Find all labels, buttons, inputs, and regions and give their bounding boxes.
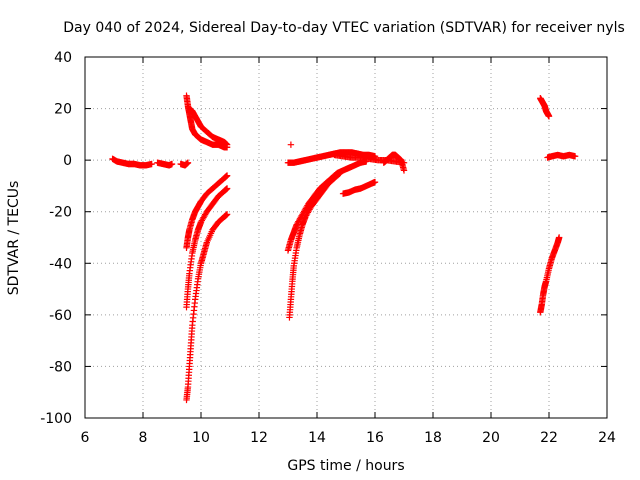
data-points: [109, 92, 579, 404]
chart-title: Day 040 of 2024, Sidereal Day-to-day VTE…: [63, 20, 625, 36]
x-tick-label: 8: [139, 430, 148, 446]
series-track-22h-near-zero: [544, 151, 579, 161]
series-track-16h-cluster: [380, 151, 408, 174]
series-track-9.5h-high-a: [183, 92, 231, 151]
y-tick-label: -80: [49, 359, 72, 375]
data-point: [287, 141, 295, 148]
x-tick-label: 22: [540, 430, 558, 446]
axis-ticks: 6 8 10 12 14 16 18 20 22 24 -100 -80 -60 -40 -20 0 20 40: [40, 50, 616, 446]
y-tick-label: -40: [49, 256, 72, 272]
x-tick-label: 16: [366, 430, 384, 446]
x-tick-label: 18: [424, 430, 442, 446]
data-point: [223, 185, 231, 192]
series-track-13h-outlier: [287, 141, 295, 148]
data-point: [223, 172, 231, 179]
data-point: [223, 211, 231, 218]
y-tick-label: -20: [49, 205, 72, 221]
x-tick-label: 12: [250, 430, 268, 446]
y-axis-label: SDTVAR / TECUs: [6, 181, 22, 296]
plot-frame: [84, 56, 608, 419]
y-tick-label: 20: [54, 102, 72, 118]
series-track-13h-mid: [284, 158, 370, 254]
data-point: [184, 159, 192, 166]
x-tick-label: 20: [482, 430, 500, 446]
series-track-21.7h-deep: [537, 234, 563, 316]
series-track-9.5h-high-b: [186, 105, 231, 148]
series-track-21.7h-high: [537, 95, 553, 120]
x-tick-label: 24: [598, 430, 616, 446]
grid-lines: [85, 57, 607, 418]
data-point: [223, 141, 231, 148]
data-point: [400, 167, 408, 174]
series-track-15h-lower: [339, 178, 379, 197]
series-track-9.5h-deep: [183, 211, 231, 404]
data-point: [371, 178, 379, 186]
series-track-9.5h-shallow: [183, 172, 231, 252]
x-axis-label: GPS time / hours: [287, 458, 404, 474]
x-tick-label: 10: [192, 430, 210, 446]
x-tick-label: 6: [81, 430, 90, 446]
series-track-8h-near-zero: [154, 159, 176, 169]
data-point: [168, 160, 176, 168]
data-point: [148, 160, 155, 168]
series-track-9.5h-near-zero: [177, 159, 192, 169]
y-tick-label: 0: [63, 153, 72, 169]
series-track-9.5h-mid: [183, 185, 231, 311]
y-tick-label: -60: [49, 308, 72, 324]
data-point: [555, 234, 563, 241]
x-tick-label: 14: [308, 430, 326, 446]
data-point: [545, 113, 553, 120]
data-point: [571, 153, 579, 160]
series-track-7h-near-zero: [109, 155, 155, 169]
y-tick-label: 40: [54, 50, 72, 66]
y-tick-label: -100: [40, 411, 72, 427]
